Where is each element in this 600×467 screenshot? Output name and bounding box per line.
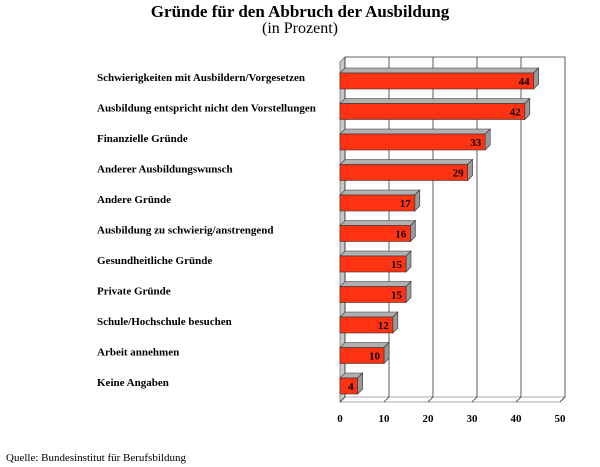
category-label: Arbeit annehmen bbox=[97, 347, 179, 359]
bar-top bbox=[339, 281, 412, 287]
bar bbox=[339, 347, 385, 364]
bar-top bbox=[339, 159, 474, 165]
gridline-floor bbox=[427, 396, 434, 403]
bar-top bbox=[339, 67, 540, 74]
data-label: 15 bbox=[391, 290, 403, 302]
x-tick-label: 30 bbox=[467, 413, 479, 425]
bar-top bbox=[339, 250, 412, 257]
gridline-floor bbox=[559, 396, 566, 403]
data-label: 33 bbox=[470, 137, 482, 149]
x-tick-label: 50 bbox=[555, 413, 567, 425]
x-tick-label: 0 bbox=[337, 413, 343, 425]
chart-subtitle: (in Prozent) bbox=[262, 20, 338, 37]
bar-top bbox=[339, 189, 421, 196]
bar-top bbox=[339, 342, 390, 348]
gridline-floor bbox=[383, 396, 390, 403]
bar bbox=[339, 286, 407, 303]
data-label: 29 bbox=[453, 168, 465, 180]
x-tick-label: 40 bbox=[511, 413, 523, 425]
data-label: 10 bbox=[369, 351, 381, 363]
bar-top bbox=[339, 128, 491, 135]
category-label: Keine Angaben bbox=[97, 377, 169, 389]
x-tick-label: 20 bbox=[423, 413, 435, 425]
bar bbox=[339, 72, 534, 90]
category-label: Anderer Ausbildungswunsch bbox=[97, 164, 233, 176]
category-label: Andere Gründe bbox=[97, 194, 171, 206]
bar bbox=[339, 225, 411, 242]
bar bbox=[339, 133, 486, 151]
data-label: 4 bbox=[348, 381, 354, 393]
chart-title: Gründe für den Abbruch der Ausbildung bbox=[150, 2, 450, 21]
category-label: Schwierigkeiten mit Ausbildern/Vorgesetz… bbox=[97, 72, 305, 84]
bar-top bbox=[339, 311, 399, 318]
data-label: 12 bbox=[378, 320, 390, 332]
data-label: 15 bbox=[391, 259, 403, 271]
bar bbox=[339, 255, 407, 273]
gridline-floor bbox=[339, 396, 346, 403]
category-label: Schule/Hochschule besuchen bbox=[97, 316, 232, 328]
source-note: Quelle: Bundesinstitut für Berufsbildung bbox=[6, 452, 186, 464]
floor bbox=[339, 396, 566, 403]
category-label: Private Gründe bbox=[97, 286, 171, 298]
gridline-floor bbox=[515, 396, 522, 403]
bar bbox=[339, 316, 394, 334]
gridline-floor bbox=[471, 396, 478, 403]
bar-top bbox=[339, 98, 531, 104]
bar bbox=[339, 377, 358, 395]
bar-top bbox=[339, 220, 417, 226]
data-label: 16 bbox=[395, 229, 407, 241]
bar bbox=[339, 103, 526, 120]
bar bbox=[339, 164, 468, 181]
data-label: 17 bbox=[400, 198, 412, 210]
category-label: Finanzielle Gründe bbox=[97, 133, 188, 145]
data-label: 42 bbox=[510, 107, 522, 119]
data-label: 44 bbox=[519, 76, 531, 88]
category-label: Gesundheitliche Gründe bbox=[97, 255, 212, 267]
category-label: Ausbildung entspricht nicht den Vorstell… bbox=[97, 103, 316, 115]
category-label: Ausbildung zu schwierig/anstrengend bbox=[97, 225, 273, 237]
x-tick-label: 10 bbox=[379, 413, 391, 425]
bar bbox=[339, 194, 416, 212]
